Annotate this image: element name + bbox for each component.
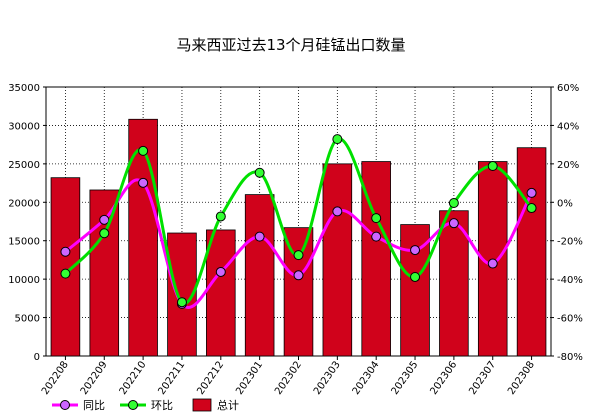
y-left-tick-label: 15000 bbox=[8, 237, 40, 248]
series-point bbox=[293, 270, 304, 281]
series-point bbox=[332, 206, 343, 217]
series-point bbox=[60, 246, 71, 257]
x-tick-label: 202305 bbox=[390, 359, 421, 397]
series-point bbox=[215, 211, 226, 222]
x-tick-label: 202303 bbox=[312, 359, 343, 397]
series-point bbox=[332, 134, 343, 145]
bar bbox=[322, 163, 353, 357]
series-point bbox=[526, 187, 537, 198]
x-tick-label: 202301 bbox=[234, 359, 265, 397]
x-tick-label: 202211 bbox=[157, 359, 188, 397]
y-right-tick-label: -80% bbox=[557, 352, 583, 363]
y-right-tick-label: 0% bbox=[557, 198, 573, 209]
x-tick-label: 202306 bbox=[428, 359, 459, 397]
series-point bbox=[371, 231, 382, 242]
chart-title: 马来西亚过去13个月硅锰出口数量 bbox=[176, 36, 405, 54]
y-left-tick-label: 5000 bbox=[15, 314, 40, 325]
x-tick-label: 202212 bbox=[195, 359, 226, 397]
series-point bbox=[99, 214, 110, 225]
bar bbox=[206, 229, 236, 357]
series-point bbox=[254, 231, 265, 242]
legend-marker bbox=[128, 400, 138, 410]
series-point bbox=[138, 177, 149, 188]
legend-label: 环比 bbox=[151, 399, 173, 412]
y-right-tick-label: -40% bbox=[557, 275, 583, 286]
legend-marker bbox=[60, 400, 70, 410]
bar bbox=[128, 118, 158, 357]
x-tick-label: 202209 bbox=[79, 359, 110, 397]
series-point bbox=[487, 161, 498, 172]
series-point bbox=[410, 271, 421, 282]
y-right-tick-label: 60% bbox=[557, 83, 579, 94]
y-left-tick-label: 10000 bbox=[8, 275, 40, 286]
bar-series bbox=[50, 118, 547, 357]
x-tick-label: 202304 bbox=[351, 359, 382, 397]
series-point bbox=[99, 228, 110, 239]
bar bbox=[50, 177, 81, 357]
x-tick-label: 202208 bbox=[40, 359, 71, 397]
bar bbox=[439, 210, 469, 357]
series-point bbox=[448, 218, 459, 229]
series-point bbox=[60, 268, 71, 279]
series-point bbox=[371, 213, 382, 224]
legend-swatch bbox=[192, 398, 212, 412]
y-left-tick-label: 25000 bbox=[8, 160, 40, 171]
x-tick-label: 202307 bbox=[467, 359, 498, 397]
x-tick-label: 202308 bbox=[506, 359, 537, 397]
x-tick-label: 202302 bbox=[273, 359, 304, 397]
series-point bbox=[526, 203, 537, 214]
series-point bbox=[138, 145, 149, 156]
series-point bbox=[176, 297, 187, 308]
y-right-tick-label: -60% bbox=[557, 314, 583, 325]
y-right-tick-label: 40% bbox=[557, 121, 579, 132]
series-point bbox=[293, 250, 304, 261]
y-left-tick-label: 30000 bbox=[8, 121, 40, 132]
y-left-tick-label: 0 bbox=[34, 352, 40, 363]
series-point bbox=[215, 266, 226, 277]
series-point bbox=[254, 167, 265, 178]
legend: 同比 环比 总计 bbox=[52, 398, 239, 412]
bar bbox=[516, 147, 547, 357]
legend-label: 总计 bbox=[217, 398, 239, 412]
y-right-tick-label: 20% bbox=[557, 160, 579, 171]
series-point bbox=[487, 258, 498, 269]
line-series bbox=[60, 134, 537, 309]
x-tick-label: 202210 bbox=[118, 359, 149, 397]
series-point bbox=[410, 245, 421, 256]
y-left-tick-label: 20000 bbox=[8, 198, 40, 209]
bar bbox=[244, 194, 275, 357]
y-right-tick-label: -20% bbox=[557, 237, 583, 248]
legend-label: 同比 bbox=[83, 399, 105, 412]
series-point bbox=[448, 198, 459, 209]
y-left-tick-label: 35000 bbox=[8, 83, 40, 94]
